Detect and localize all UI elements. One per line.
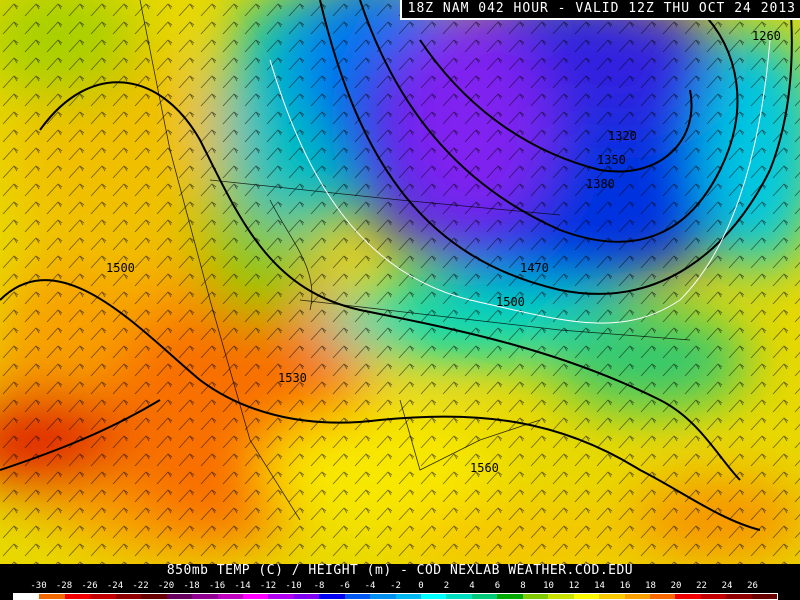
color-swatch [421, 594, 447, 599]
legend-label: -8 [313, 581, 325, 591]
color-swatch [649, 594, 676, 599]
legend-label: 12 [568, 581, 580, 591]
color-swatch [344, 594, 371, 599]
color-swatch [242, 594, 269, 599]
legend-label: 16 [619, 581, 631, 591]
color-swatch [726, 594, 752, 599]
legend-label: -4 [364, 581, 376, 591]
color-swatch [64, 594, 91, 599]
contour-label: 1530 [278, 371, 307, 385]
color-swatch [446, 594, 472, 599]
color-swatch [370, 594, 396, 599]
color-swatch [268, 594, 294, 599]
legend-label: -6 [339, 581, 350, 591]
map-title: 18Z NAM 042 HOUR - VALID 12Z THU OCT 24 … [399, 0, 800, 20]
color-swatch [471, 594, 498, 599]
height-contours [0, 0, 793, 531]
legend-label: -14 [234, 581, 251, 591]
legend-label: 8 [520, 581, 526, 591]
color-swatch [14, 594, 40, 599]
legend-labels: -30 -28 -26 -24 -22 -20 -18 -16 -14 -12 -10 -8 -6 -4-… [0, 580, 800, 592]
legend-label: -18 [183, 581, 200, 591]
color-swatch [217, 594, 243, 599]
legend-label: 20 [670, 581, 682, 591]
legend-label: -12 [259, 581, 277, 591]
contour-label: 1380 [586, 177, 615, 191]
legend-footer: 850mb TEMP (C) / HEIGHT (m) - COD NEXLAB… [0, 564, 800, 600]
legend-label: -24 [106, 581, 124, 591]
legend-label: 24 [721, 581, 733, 591]
contour-label: 1350 [597, 153, 626, 167]
legend-label: 6 [494, 581, 501, 591]
legend-label: -30 [30, 581, 47, 591]
color-swatch [39, 594, 65, 599]
legend-label: 14 [594, 581, 605, 591]
color-swatch [166, 594, 193, 599]
color-swatch [141, 594, 167, 599]
color-swatch [624, 594, 650, 599]
legend-label: 22 [696, 581, 707, 591]
legend-label: 18 [645, 581, 656, 591]
contour-label: 1470 [520, 261, 549, 275]
contour-label: 1500 [496, 295, 525, 309]
legend-label: 0 [418, 581, 424, 591]
color-swatch [573, 594, 600, 599]
legend-label: 26 [747, 581, 758, 591]
freezing-line [269, 39, 771, 324]
contour-label: 1320 [608, 129, 637, 143]
temperature-field [0, 0, 800, 564]
color-swatch [293, 594, 320, 599]
color-swatch [115, 594, 142, 599]
contour-label: 1260 [752, 29, 781, 43]
color-swatch [319, 594, 345, 599]
legend-label: -22 [132, 581, 149, 591]
weather-map: 1260 1320 1350 1380 1470 1500 1500 1530 … [0, 0, 800, 564]
footer-title: 850mb TEMP (C) / HEIGHT (m) - COD NEXLAB… [166, 563, 634, 578]
color-swatch [599, 594, 625, 599]
legend-label: -28 [55, 581, 73, 591]
color-swatch [192, 594, 218, 599]
color-swatch [522, 594, 549, 599]
legend-label: -2 [390, 581, 401, 591]
color-swatch [675, 594, 701, 599]
legend-label: -20 [157, 581, 175, 591]
color-swatch [497, 594, 523, 599]
color-swatch [395, 594, 421, 599]
legend-label: -26 [81, 581, 98, 591]
state-borders [139, 0, 691, 521]
legend-label: 2 [443, 581, 450, 591]
color-swatch [548, 594, 574, 599]
legend-label: 10 [543, 581, 554, 591]
color-swatch [751, 594, 778, 599]
color-scale-bar [13, 593, 778, 600]
color-swatch [90, 594, 116, 599]
legend-label: -10 [285, 581, 302, 591]
legend-label: 4 [469, 581, 475, 591]
legend-label: -16 [208, 581, 226, 591]
color-swatch [700, 594, 727, 599]
contour-label: 1560 [470, 461, 499, 475]
contour-labels: 1260 1320 1350 1380 1470 1500 1500 1530 … [106, 29, 781, 475]
contour-label: 1500 [106, 261, 135, 275]
